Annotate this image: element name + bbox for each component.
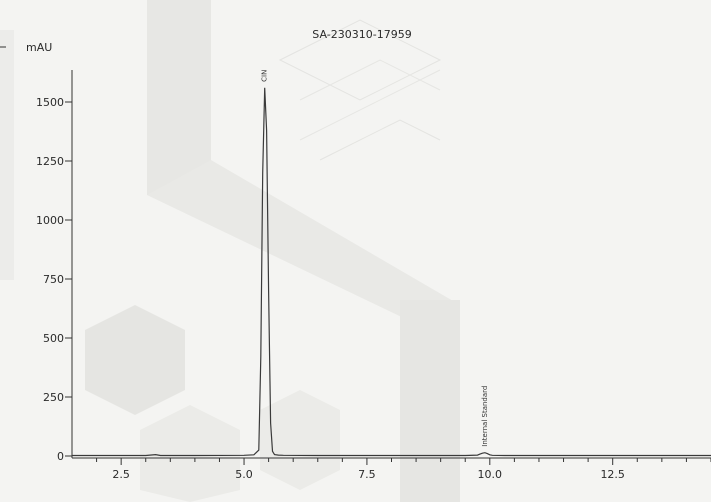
y-tick-label: 250	[43, 391, 64, 404]
y-axis-unit-label: mAU	[26, 41, 52, 54]
chart-title: SA-230310-17959	[312, 28, 411, 41]
y-tick-label: 500	[43, 332, 64, 345]
x-tick-label: 7.5	[358, 468, 376, 481]
x-tick-label: 5.0	[235, 468, 253, 481]
x-axis: 2.5 5.0 7.5 10.0 12.5	[72, 457, 711, 481]
y-tick-label: 1250	[36, 155, 64, 168]
x-tick-label: 10.0	[478, 468, 503, 481]
peak-label: Internal Standard	[481, 386, 489, 447]
x-tick-label: 12.5	[600, 468, 625, 481]
y-tick-label: 1000	[36, 214, 64, 227]
plot-area: CIN Internal Standard	[72, 70, 711, 457]
y-tick-label: 0	[57, 450, 64, 463]
x-tick-label: 2.5	[112, 468, 130, 481]
chromatogram-trace	[72, 87, 711, 457]
y-axis: 0 250 500 750 1000 1250 1500	[36, 70, 73, 463]
y-tick-label: 1500	[36, 96, 64, 109]
peak-label: CIN	[261, 70, 269, 82]
y-tick-label: 750	[43, 273, 64, 286]
